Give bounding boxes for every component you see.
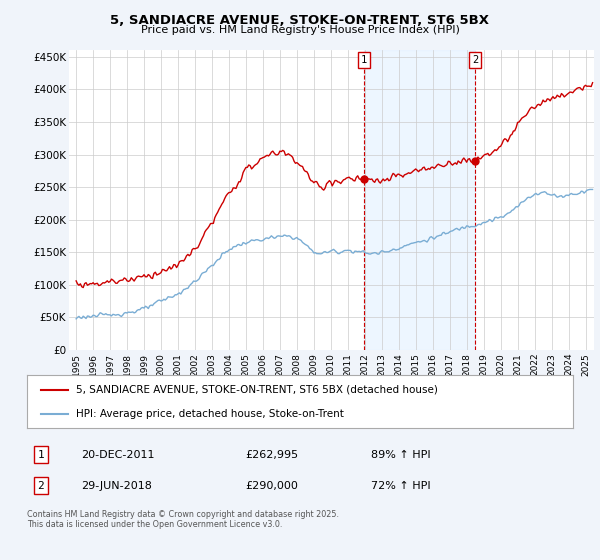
Text: 2: 2 — [472, 55, 478, 65]
Text: 72% ↑ HPI: 72% ↑ HPI — [371, 481, 431, 491]
Text: Price paid vs. HM Land Registry's House Price Index (HPI): Price paid vs. HM Land Registry's House … — [140, 25, 460, 35]
Text: 89% ↑ HPI: 89% ↑ HPI — [371, 450, 431, 460]
Text: £262,995: £262,995 — [245, 450, 299, 460]
Text: £290,000: £290,000 — [245, 481, 298, 491]
Text: 5, SANDIACRE AVENUE, STOKE-ON-TRENT, ST6 5BX: 5, SANDIACRE AVENUE, STOKE-ON-TRENT, ST6… — [110, 14, 490, 27]
Text: 5, SANDIACRE AVENUE, STOKE-ON-TRENT, ST6 5BX (detached house): 5, SANDIACRE AVENUE, STOKE-ON-TRENT, ST6… — [76, 385, 438, 395]
Text: 1: 1 — [361, 55, 367, 65]
Text: 20-DEC-2011: 20-DEC-2011 — [82, 450, 155, 460]
Bar — [364, 50, 475, 350]
Text: Contains HM Land Registry data © Crown copyright and database right 2025.
This d: Contains HM Land Registry data © Crown c… — [27, 510, 339, 529]
Text: 29-JUN-2018: 29-JUN-2018 — [82, 481, 152, 491]
Text: HPI: Average price, detached house, Stoke-on-Trent: HPI: Average price, detached house, Stok… — [76, 409, 344, 419]
Text: 2: 2 — [37, 481, 44, 491]
Text: 1: 1 — [37, 450, 44, 460]
